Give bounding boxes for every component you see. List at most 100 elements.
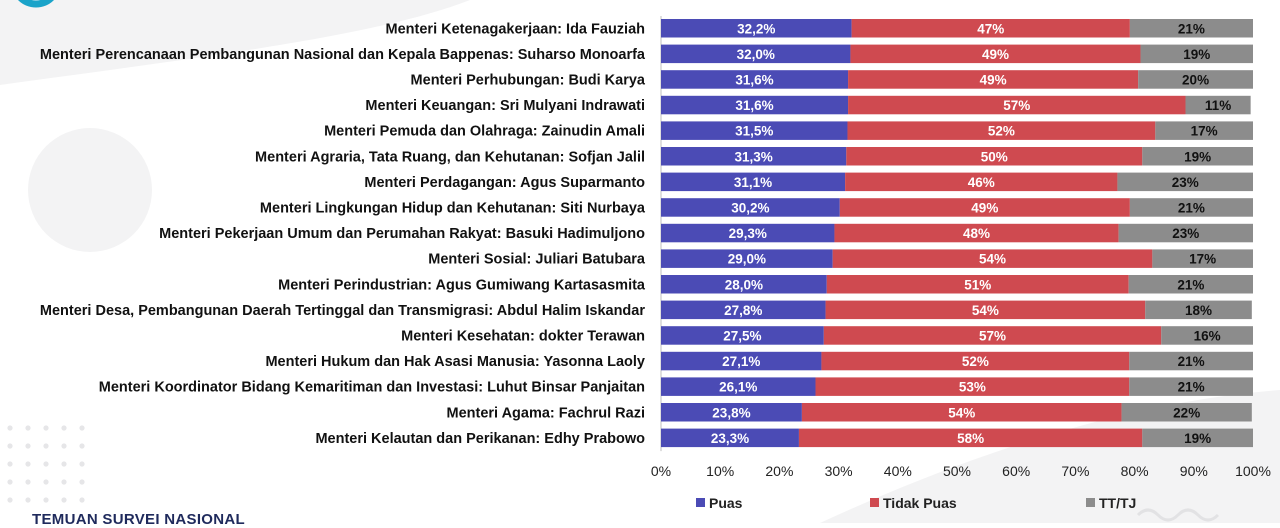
x-tick-label: 50% [943, 463, 971, 479]
bar-segment-tidak-puas [823, 326, 1162, 345]
category-label: Menteri Hukum dan Hak Asasi Manusia: Yas… [265, 354, 645, 370]
bar-segment-puas [661, 121, 848, 140]
bar-row: Menteri Pemuda dan Olahraga: Zainudin Am… [324, 121, 1253, 140]
bar-segment-tidak-puas [834, 223, 1119, 243]
legend-label: Tidak Puas [883, 495, 957, 511]
bar-rows: Menteri Ketenagakerjaan: Ida Fauziah 32,2… [40, 19, 1253, 448]
data-label: 46% [968, 175, 995, 190]
x-tick-label: 100% [1235, 463, 1271, 479]
bar-segment-tt-tj [1117, 172, 1253, 192]
legend-label: Puas [709, 495, 743, 511]
legend-swatch [1086, 498, 1095, 507]
bar-segment-tt-tj [1155, 121, 1253, 140]
bar-segment-tidak-puas [826, 275, 1129, 294]
bar-segment-tt-tj [1145, 300, 1252, 320]
decor-dot [79, 443, 85, 449]
bar-row: Menteri Lingkungan Hidup dan Kehutanan: … [260, 198, 1253, 217]
bar-segment-tt-tj [1129, 19, 1253, 38]
decor-dot [7, 425, 13, 431]
bar-segment-tt-tj [1129, 351, 1253, 371]
decor-dot [61, 443, 67, 449]
bar-segment-tt-tj [1152, 249, 1253, 268]
data-label: 31,5% [735, 124, 773, 139]
data-label: 21% [1178, 21, 1205, 36]
data-label: 18% [1185, 303, 1212, 318]
data-label: 17% [1189, 252, 1216, 267]
data-label: 54% [948, 405, 975, 420]
bar-segment-tt-tj [1129, 198, 1253, 217]
bar-segment-puas [661, 275, 827, 294]
bar-segment-tidak-puas [815, 377, 1130, 396]
decor-dot [25, 443, 31, 449]
data-label: 23% [1172, 226, 1199, 241]
category-label: Menteri Lingkungan Hidup dan Kehutanan: … [260, 200, 646, 216]
bar-segment-tidak-puas [848, 70, 1139, 89]
squiggle-decoration [1136, 508, 1220, 522]
data-label: 32,2% [737, 21, 775, 36]
category-label: Menteri Pemuda dan Olahraga: Zainudin Am… [324, 124, 645, 140]
bar-segment-puas [661, 70, 849, 89]
data-label: 27,8% [724, 303, 762, 318]
decor-dot [61, 479, 67, 485]
category-label: Menteri Perindustrian: Agus Gumiwang Kar… [278, 277, 646, 293]
bar-segment-tt-tj [1138, 70, 1253, 89]
bar-segment-tidak-puas [839, 198, 1130, 217]
x-tick-label: 70% [1061, 463, 1089, 479]
data-label: 28,0% [725, 277, 763, 292]
data-label: 23,8% [712, 405, 750, 420]
bar-segment-tidak-puas [848, 95, 1186, 115]
bar-row: Menteri Kesehatan: dokter Terawan 27,5% 57… [401, 326, 1253, 345]
data-label: 31,1% [734, 175, 772, 190]
category-label: Menteri Sosial: Juliari Batubara [428, 252, 646, 268]
decor-dot [61, 461, 67, 467]
bar-segment-tidak-puas [850, 44, 1141, 64]
data-label: 11% [1205, 98, 1231, 113]
bar-segment-puas [661, 249, 833, 268]
decor-dot [61, 497, 67, 503]
data-label: 31,3% [735, 149, 773, 164]
data-label: 51% [964, 277, 991, 292]
bar-row: Menteri Koordinator Bidang Kemaritiman d… [99, 377, 1253, 396]
decor-dot [61, 425, 67, 431]
decor-dot [7, 497, 13, 503]
x-tick-label: 30% [825, 463, 853, 479]
data-label: 16% [1194, 328, 1221, 343]
decor-dot [43, 497, 49, 503]
bar-segment-puas [661, 428, 799, 448]
data-label: 26,1% [719, 380, 757, 395]
decor-dot [25, 497, 31, 503]
bar-segment-tt-tj [1140, 44, 1253, 64]
data-label: 31,6% [735, 72, 773, 87]
bar-row: Menteri Keuangan: Sri Mulyani Indrawati 3… [365, 95, 1251, 115]
bar-segment-tidak-puas [847, 121, 1156, 140]
decor-dot [25, 461, 31, 467]
bar-row: Menteri Perindustrian: Agus Gumiwang Kar… [278, 275, 1253, 294]
bar-segment-tt-tj [1161, 326, 1253, 345]
data-label: 30,2% [731, 200, 769, 215]
bar-segment-tidak-puas [801, 403, 1122, 422]
data-label: 57% [1003, 98, 1030, 113]
data-label: 23,3% [711, 431, 749, 446]
background-circle-shape [28, 128, 152, 252]
bar-segment-puas [661, 223, 835, 243]
decor-dot [79, 425, 85, 431]
data-label: 17% [1191, 124, 1218, 139]
data-label: 19% [1184, 431, 1211, 446]
bar-segment-tt-tj [1142, 428, 1253, 448]
decor-dot [25, 479, 31, 485]
bar-segment-tidak-puas [798, 428, 1143, 448]
bar-segment-puas [661, 403, 802, 422]
data-label: 19% [1184, 149, 1211, 164]
bar-row: Menteri Agama: Fachrul Razi 23,8% 54% 22% [447, 403, 1252, 422]
decor-dot [7, 443, 13, 449]
bar-segment-tt-tj [1142, 147, 1253, 166]
bar-segment-tidak-puas [825, 300, 1146, 320]
bar-segment-puas [661, 44, 851, 64]
bar-row: Menteri Perhubungan: Budi Karya 31,6% 49% 2… [411, 70, 1253, 89]
category-label: Menteri Desa, Pembangunan Daerah Terting… [40, 303, 645, 319]
x-tick-label: 40% [884, 463, 912, 479]
bar-row: Menteri Hukum dan Hak Asasi Manusia: Yas… [265, 351, 1253, 371]
bar-segment-tt-tj [1129, 377, 1253, 396]
bar-segment-tt-tj [1118, 223, 1253, 243]
data-label: 31,6% [735, 98, 773, 113]
